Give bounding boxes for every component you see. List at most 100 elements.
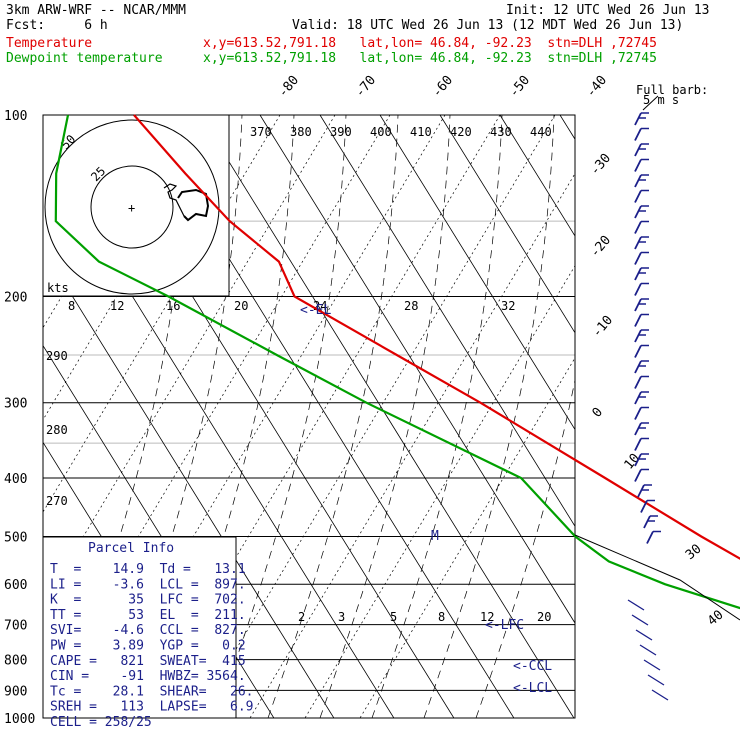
parcel-info-row: SVI= -4.6 CCL = 827. <box>50 623 246 638</box>
hodograph-trace <box>163 183 185 217</box>
parcel-info-row: PW = 3.89 YGP = 0.2 <box>50 639 246 654</box>
hodograph-box <box>42 114 230 297</box>
wind-speed-label: 40 <box>705 608 727 630</box>
dry-adiabat <box>43 115 281 513</box>
mixing-ratio-label: 8 <box>68 299 75 313</box>
temperature-profile <box>133 114 740 560</box>
wind-barb-note: Full barb: <box>636 83 708 97</box>
wind-barb <box>634 345 642 358</box>
parcel-info-row: CAPE = 821 SWEAT= 415 <box>50 654 246 669</box>
wind-barb <box>634 283 642 296</box>
wind-barb <box>634 360 642 374</box>
temperature-tick-label: -30 <box>588 151 615 179</box>
theta-e-label: 370 <box>250 125 272 139</box>
wind-barb-note: 5 m s <box>643 93 679 107</box>
lower-wind-barb <box>635 629 653 641</box>
dewpoint-location: x,y=613.52,791.18 lat,lon= 46.84, -92.23… <box>203 51 657 66</box>
parcel-info-row: Tc = 28.1 SHEAR= 26. <box>50 684 254 699</box>
level-annotation: <-LCL <box>513 681 552 696</box>
wind-barb <box>643 515 651 529</box>
parcel-info-row: TT = 53 EL = 211. <box>50 608 246 623</box>
theta-e-label: 380 <box>290 125 312 139</box>
wind-speed-label: 30 <box>683 542 705 564</box>
parcel-info-row: LI = -3.6 LCL = 897. <box>50 577 246 592</box>
dewpoint-profile <box>54 114 740 610</box>
isotherm-line <box>439 115 575 334</box>
parcel-info-row: K = 35 LFC = 702. <box>50 593 246 608</box>
wind-barb <box>634 329 642 343</box>
lower-wind-barb <box>643 659 661 671</box>
isotherm-line <box>620 115 740 718</box>
pressure-tick-label: 200 <box>4 291 27 306</box>
dry-adiabat <box>194 115 556 718</box>
temperature-tick-label: -50 <box>507 73 534 101</box>
mixing-ratio-label: 28 <box>404 299 418 313</box>
dry-adiabat <box>249 172 575 718</box>
level-annotation: M <box>431 529 439 544</box>
wind-barb <box>634 159 642 172</box>
theta-label: 290 <box>46 349 68 363</box>
wind-barb <box>634 143 642 157</box>
wind-barb <box>634 314 642 327</box>
temperature-tick-label: -60 <box>430 73 457 101</box>
isotherm-line <box>199 115 575 718</box>
parcel-info-row: T = 14.9 Td = 13.1 <box>50 562 246 577</box>
wind-barb <box>634 221 642 234</box>
parcel-info-box <box>42 536 237 719</box>
temperature-tick-label: -10 <box>590 313 617 341</box>
dry-adiabat <box>359 357 575 718</box>
plot-frame <box>42 114 576 719</box>
pressure-tick-label: 300 <box>4 397 27 412</box>
theta-label: 270 <box>46 494 68 508</box>
moist-adiabat <box>319 115 451 718</box>
wind-barb <box>634 438 642 451</box>
moist-adiabat <box>423 115 555 718</box>
mixing-ratio-label: 32 <box>501 299 515 313</box>
lower-wind-barb <box>647 674 665 686</box>
theta-e-label: 390 <box>330 125 352 139</box>
pressure-tick-label: 400 <box>4 472 27 487</box>
pressure-tick-label: 1000 <box>4 712 35 727</box>
wind-barb <box>634 407 642 420</box>
temperature-tick-label: -20 <box>588 233 615 261</box>
mixing-ratio-label: 20 <box>537 610 551 624</box>
hodograph-trace-bold <box>177 188 210 222</box>
wind-barb <box>634 469 642 482</box>
forecast-hour: Fcst: 6 h <box>6 18 108 33</box>
hodograph-ring <box>90 165 174 249</box>
mixing-ratio-label: 2 <box>298 610 305 624</box>
wind-barb <box>646 531 654 544</box>
pressure-tick-label: 600 <box>4 578 27 593</box>
reference-barb <box>642 95 659 111</box>
pressure-tick-label: 100 <box>4 109 27 124</box>
temperature-tick-label: -80 <box>276 73 303 101</box>
moist-adiabat <box>475 378 575 718</box>
isotherm-line <box>379 115 575 431</box>
pressure-tick-label: 900 <box>4 684 27 699</box>
isotherm-line <box>680 115 740 718</box>
lower-wind-barb <box>651 689 669 701</box>
isotherm-line <box>259 115 575 624</box>
pressure-tick-label: 500 <box>4 530 27 545</box>
level-annotation: <-CCL <box>513 659 552 674</box>
mixing-ratio-label: 5 <box>390 610 397 624</box>
temperature-tick-label: -70 <box>353 73 380 101</box>
temperature-tick-label: 10 <box>622 451 644 473</box>
valid-time: Valid: 18 UTC Wed 26 Jun 13 (12 MDT Wed … <box>292 18 684 33</box>
wind-barb <box>634 267 642 281</box>
hodograph-ring <box>44 119 220 295</box>
hodograph-unit-label: kts <box>47 281 69 295</box>
wind-barb <box>634 205 642 219</box>
dry-adiabat <box>43 115 226 421</box>
wind-barb <box>640 500 648 513</box>
theta-label: 280 <box>46 423 68 437</box>
dry-adiabat <box>43 115 336 605</box>
mixing-ratio-label: 12 <box>480 610 494 624</box>
theta-e-label: 430 <box>490 125 512 139</box>
theta-e-label: 420 <box>450 125 472 139</box>
pressure-tick-label: 700 <box>4 619 27 634</box>
model-title: 3km ARW-WRF -- NCAR/MMM <box>6 3 187 18</box>
wind-barb <box>634 236 642 250</box>
wind-speed-axis <box>574 534 740 621</box>
